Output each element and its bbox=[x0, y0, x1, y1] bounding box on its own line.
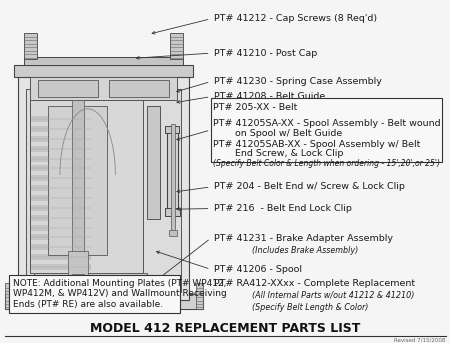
Bar bbox=[72, 100, 84, 273]
Text: End Screw, & Lock Clip: End Screw, & Lock Clip bbox=[235, 149, 344, 158]
Bar bbox=[72, 274, 84, 283]
Text: (Specify Belt Color & Length when ordering - 15',20',or 25'): (Specify Belt Color & Length when orderi… bbox=[213, 159, 440, 168]
Bar bbox=[31, 126, 90, 132]
Bar bbox=[4, 283, 11, 309]
Text: PT# 41208 - Belt Guide: PT# 41208 - Belt Guide bbox=[214, 92, 325, 101]
Bar bbox=[31, 254, 90, 260]
Bar bbox=[31, 116, 90, 122]
Text: PT# RA412-XXxx - Complete Replacement: PT# RA412-XXxx - Complete Replacement bbox=[214, 279, 415, 288]
Bar bbox=[4, 294, 28, 309]
Bar bbox=[169, 229, 177, 236]
Bar bbox=[211, 98, 442, 162]
Bar bbox=[170, 33, 183, 59]
Text: MODEL 412 REPLACEMENT PARTS LIST: MODEL 412 REPLACEMENT PARTS LIST bbox=[90, 322, 360, 335]
Bar bbox=[109, 80, 169, 97]
Text: PT# 41205SAB-XX - Spool Assembly w/ Belt: PT# 41205SAB-XX - Spool Assembly w/ Belt bbox=[213, 140, 421, 149]
Text: PT# 216  - Belt End Lock Clip: PT# 216 - Belt End Lock Clip bbox=[214, 204, 351, 213]
Text: PT# 41210 - Post Cap: PT# 41210 - Post Cap bbox=[214, 49, 317, 58]
Bar bbox=[9, 275, 180, 313]
Bar bbox=[14, 66, 193, 78]
Text: (All Internal Parts w/out 41212 & 41210): (All Internal Parts w/out 41212 & 41210) bbox=[252, 291, 414, 300]
Bar bbox=[31, 215, 90, 221]
Bar bbox=[196, 283, 202, 309]
Bar bbox=[30, 78, 177, 100]
Text: Revised 7/15/2008: Revised 7/15/2008 bbox=[394, 337, 446, 342]
Bar bbox=[31, 136, 90, 142]
Bar bbox=[171, 124, 175, 231]
Bar bbox=[24, 33, 37, 59]
Bar bbox=[165, 208, 180, 216]
Text: PT# 41231 - Brake Adapter Assembly: PT# 41231 - Brake Adapter Assembly bbox=[214, 234, 393, 243]
Bar bbox=[31, 205, 90, 211]
Text: PT# 41212 - Cap Screws (8 Req'd): PT# 41212 - Cap Screws (8 Req'd) bbox=[214, 14, 377, 23]
Bar bbox=[31, 185, 90, 191]
Bar bbox=[48, 106, 108, 255]
Text: PT# 205-XX - Belt: PT# 205-XX - Belt bbox=[213, 103, 298, 111]
Text: NOTE: Additional Mounting Plates (PT# WP412,
WP412M, & WP412V) and Wallmount Rec: NOTE: Additional Mounting Plates (PT# WP… bbox=[13, 279, 226, 309]
Text: (Includes Brake Assembly): (Includes Brake Assembly) bbox=[252, 246, 358, 255]
Bar bbox=[24, 57, 183, 66]
Bar bbox=[31, 225, 90, 230]
Text: PT# 204 - Belt End w/ Screw & Lock Clip: PT# 204 - Belt End w/ Screw & Lock Clip bbox=[214, 182, 405, 191]
Bar bbox=[31, 244, 90, 250]
Text: on Spool w/ Belt Guide: on Spool w/ Belt Guide bbox=[235, 129, 342, 138]
Text: PT# 41205SA-XX - Spool Assembly - Belt wound: PT# 41205SA-XX - Spool Assembly - Belt w… bbox=[213, 119, 441, 128]
Bar bbox=[31, 234, 90, 240]
Bar bbox=[4, 300, 202, 309]
Bar bbox=[31, 156, 90, 162]
Bar bbox=[31, 146, 90, 152]
Bar bbox=[31, 165, 90, 172]
Bar bbox=[30, 100, 143, 273]
Bar bbox=[31, 195, 90, 201]
Bar bbox=[167, 131, 178, 209]
Bar bbox=[26, 90, 181, 292]
Bar bbox=[34, 273, 147, 292]
Bar bbox=[179, 294, 202, 309]
Bar bbox=[68, 250, 88, 282]
Text: (Specify Belt Length & Color): (Specify Belt Length & Color) bbox=[252, 303, 369, 312]
Bar bbox=[18, 76, 189, 300]
Text: PT# 41206 - Spool: PT# 41206 - Spool bbox=[214, 265, 302, 274]
Text: PT# 41230 - Spring Case Assembly: PT# 41230 - Spring Case Assembly bbox=[214, 77, 382, 86]
Bar bbox=[147, 106, 160, 219]
Bar bbox=[31, 175, 90, 181]
Bar bbox=[31, 264, 90, 270]
Bar bbox=[165, 126, 180, 133]
Bar bbox=[38, 80, 98, 97]
